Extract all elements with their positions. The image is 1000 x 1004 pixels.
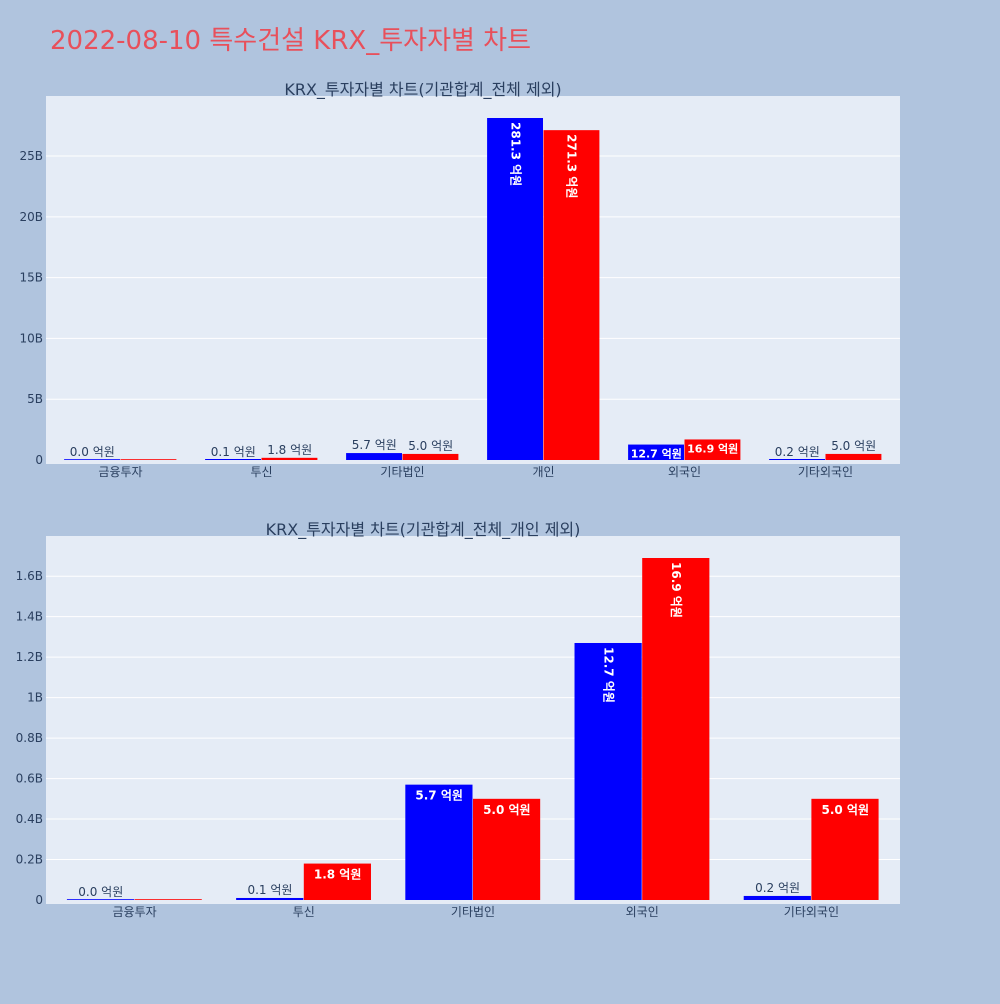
data-label: 1.8 억원 — [267, 443, 312, 457]
data-label: 0.1 억원 — [211, 445, 256, 459]
data-label: 0.0 억원 — [70, 445, 115, 459]
data-label: 16.9 억원 — [669, 562, 683, 618]
y-tick-label: 1.2B — [16, 650, 43, 664]
bar-sell — [684, 439, 741, 460]
x-tick-label: 외국인 — [668, 465, 701, 479]
bar-buy — [743, 895, 811, 900]
bar-buy — [236, 897, 304, 900]
x-tick-label: 개인 — [532, 465, 554, 479]
data-label: 0.2 억원 — [755, 881, 800, 895]
y-tick-label: 0.8B — [16, 731, 43, 745]
data-label: 0.1 억원 — [247, 883, 292, 897]
bar-buy — [346, 453, 402, 460]
x-tick-label: 금융투자 — [113, 905, 157, 919]
x-tick-label: 기타외국인 — [784, 905, 839, 919]
bar-buy — [64, 459, 120, 460]
data-label: 5.0 억원 — [831, 439, 876, 453]
y-tick-label: 1.6B — [16, 569, 43, 583]
y-tick-label: 0.6B — [16, 772, 43, 786]
bar-sell — [642, 558, 710, 900]
subplot-title: KRX_투자자별 차트(기관합계_전체_개인 제외) — [266, 520, 581, 540]
bar-sell — [261, 457, 318, 460]
bar-buy — [487, 118, 543, 460]
data-label: 0.0 억원 — [78, 885, 123, 899]
bar-sell — [473, 798, 541, 900]
y-tick-label: 5B — [27, 392, 43, 406]
data-label: 12.7 억원 — [601, 647, 615, 703]
data-label: 271.3 억원 — [565, 134, 579, 198]
chart-1: KRX_투자자별 차트(기관합계_전체 제외) 0 5B 10B 15B 20B 25B 0.… — [19, 80, 900, 479]
y-tick-label: 1.4B — [16, 610, 43, 624]
bar-sell — [303, 863, 371, 900]
data-label: 1.8 억원 — [314, 868, 362, 882]
x-tick-label: 기타외국인 — [798, 465, 853, 479]
subplot-title: KRX_투자자별 차트(기관합계_전체 제외) — [284, 80, 561, 100]
y-tick-label: 0.4B — [16, 812, 43, 826]
bar-sell — [134, 899, 202, 900]
bar-buy — [574, 642, 642, 900]
y-tick-label: 25B — [19, 149, 43, 163]
bar-sell — [825, 453, 882, 460]
bar-sell — [120, 459, 177, 460]
y-tick-label: 0.2B — [16, 853, 43, 867]
bar-buy — [405, 784, 473, 900]
y-tick-label: 0 — [35, 453, 43, 467]
y-tick-label: 1B — [27, 691, 43, 705]
page-title: 2022-08-10 특수건설 KRX_투자자별 차트 — [50, 26, 531, 56]
bar-buy — [628, 444, 684, 460]
x-tick-label: 외국인 — [626, 905, 659, 919]
data-label: 12.7 억원 — [631, 447, 682, 461]
x-tick-label: 투신 — [250, 465, 272, 479]
y-tick-label: 20B — [19, 210, 43, 224]
data-label: 5.7 억원 — [415, 789, 463, 803]
x-tick-label: 기타법인 — [451, 905, 495, 919]
chart-2: KRX_투자자별 차트(기관합계_전체_개인 제외) 0 0.2B 0.4B 0.6B 0… — [16, 520, 900, 919]
data-label: 5.7 억원 — [352, 438, 397, 452]
bar-sell — [543, 130, 600, 460]
x-tick-label: 투신 — [293, 905, 315, 919]
data-label: 5.0 억원 — [821, 803, 869, 817]
data-label: 16.9 억원 — [687, 441, 738, 455]
x-tick-label: 기타법인 — [380, 465, 424, 479]
y-tick-label: 10B — [19, 331, 43, 345]
data-label: 5.0 억원 — [408, 439, 453, 453]
data-label: 281.3 억원 — [508, 122, 522, 186]
bar-buy — [205, 459, 261, 460]
bar-buy — [769, 459, 825, 460]
plot-background — [46, 96, 900, 464]
data-label: 0.2 억원 — [775, 445, 820, 459]
y-tick-label: 0 — [35, 893, 43, 907]
bar-sell — [402, 453, 459, 460]
x-tick-label: 금융투자 — [98, 465, 142, 479]
bar-buy — [66, 899, 135, 900]
bar-sell — [811, 798, 879, 900]
y-tick-label: 15B — [19, 271, 43, 285]
data-label: 5.0 억원 — [483, 803, 531, 817]
